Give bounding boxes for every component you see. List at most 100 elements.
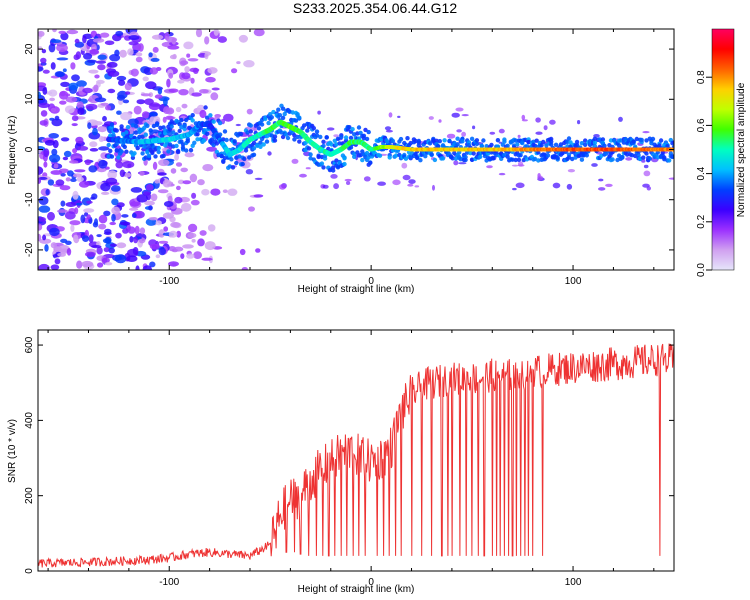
- heatmap-noise-blob: [166, 36, 178, 43]
- ridge-halo: [208, 113, 213, 118]
- ridge-halo: [266, 120, 271, 126]
- heatmap-noise-blob: [57, 252, 66, 257]
- heatmap-noise-blob: [60, 200, 66, 207]
- heatmap-noise-blob: [109, 221, 116, 226]
- ridge-halo: [158, 125, 163, 130]
- ridge-halo: [625, 152, 630, 157]
- ridge-halo: [156, 145, 161, 151]
- ridge-halo: [122, 144, 128, 150]
- colorbar-tick-label: 0.4: [696, 166, 707, 180]
- ridge-halo: [321, 139, 326, 144]
- heatmap-noise-blob: [191, 192, 197, 199]
- heatmap-noise-blob: [115, 30, 124, 37]
- ridge-halo: [671, 140, 674, 145]
- heatmap-noise-blob: [109, 54, 121, 62]
- heatmap-noise-blob: [184, 66, 190, 73]
- ridge-halo: [453, 156, 459, 161]
- heatmap-noise-blob: [116, 242, 127, 249]
- heatmap-noise-blob: [102, 115, 107, 122]
- heatmap-noise-blob: [128, 35, 140, 41]
- ridge-halo: [311, 126, 316, 131]
- ridge-halo: [180, 145, 186, 150]
- heatmap-noise-blob: [129, 236, 134, 243]
- ridge-halo: [602, 143, 607, 148]
- ridge-halo: [263, 115, 268, 120]
- heatmap-noise-blob: [154, 179, 160, 184]
- x-tick-label: 100: [565, 577, 582, 588]
- colorbar-tick-label: 0.2: [696, 214, 707, 228]
- heatmap-noise-blob: [111, 198, 119, 206]
- heatmap-noise-blob: [82, 87, 93, 94]
- heatmap-noise-blob: [446, 133, 456, 139]
- heatmap-noise-blob: [388, 112, 393, 118]
- heatmap-noise-blob: [646, 186, 651, 191]
- ridge-halo: [261, 142, 266, 147]
- heatmap-noise-blob: [183, 41, 194, 50]
- heatmap-noise-blob: [97, 126, 107, 133]
- heatmap-noise-blob: [82, 35, 87, 44]
- ridge-halo: [332, 138, 337, 143]
- heatmap-noise-blob: [89, 148, 99, 152]
- ridge-halo: [515, 142, 520, 147]
- x-tick-label: 0: [368, 276, 374, 287]
- heatmap-noise-blob: [88, 234, 94, 243]
- heatmap-noise-blob: [577, 120, 581, 125]
- ridge-halo: [513, 138, 518, 143]
- heatmap-noise-blob: [83, 208, 95, 213]
- heatmap-noise-blob: [162, 116, 167, 123]
- ridge-halo: [114, 141, 119, 147]
- heatmap-noise-blob: [643, 170, 651, 177]
- heatmap-noise-blob: [81, 260, 94, 268]
- ridge-halo: [620, 155, 625, 160]
- ridge-halo: [405, 136, 410, 141]
- heatmap-noise-blob: [149, 243, 160, 250]
- heatmap-noise-blob: [186, 253, 195, 259]
- snr-series-line: [38, 343, 674, 568]
- heatmap-noise-blob: [104, 40, 115, 46]
- heatmap-noise-blob: [456, 129, 462, 133]
- ridge-halo: [463, 157, 468, 163]
- ridge-halo: [523, 137, 528, 142]
- ridge-halo: [390, 138, 396, 144]
- heatmap-noise-blob: [267, 151, 272, 156]
- ridge-halo: [657, 143, 662, 148]
- heatmap-noise-blob: [165, 115, 174, 121]
- heatmap-noise-blob: [105, 166, 110, 170]
- heatmap-noise-blob: [38, 223, 43, 231]
- ridge-halo: [222, 129, 228, 134]
- heatmap-noise-blob: [76, 80, 87, 88]
- ridge-halo: [248, 129, 253, 134]
- ridge-halo: [258, 140, 263, 145]
- ridge-halo: [583, 142, 588, 147]
- ridge-halo: [440, 156, 446, 161]
- heatmap-noise-blob: [385, 129, 393, 133]
- ridge-halo: [447, 138, 452, 144]
- ridge-halo: [116, 155, 121, 160]
- heatmap-noise-blob: [158, 229, 165, 238]
- ridge-halo: [285, 135, 291, 141]
- heatmap-noise-blob: [45, 188, 50, 196]
- ridge-halo: [109, 154, 115, 159]
- heatmap-noise-blob: [148, 217, 158, 221]
- heatmap-noise-blob: [191, 92, 202, 97]
- heatmap-noise-blob: [154, 94, 163, 99]
- y-tick-label: 10: [24, 93, 35, 105]
- ridge-halo: [232, 139, 237, 144]
- heatmap-noise-blob: [66, 29, 79, 35]
- heatmap-noise-blob: [517, 134, 521, 138]
- heatmap-noise-blob: [498, 172, 506, 176]
- ridge-halo: [224, 137, 229, 143]
- heatmap-noise-blob: [152, 161, 158, 170]
- heatmap-noise-blob: [486, 165, 493, 169]
- heatmap-noise-blob: [93, 84, 99, 93]
- x-tick-label: 100: [565, 276, 582, 287]
- heatmap-noise-blob: [333, 183, 339, 190]
- ridge-halo: [282, 111, 287, 117]
- y-tick-label: 20: [24, 43, 35, 55]
- heatmap-noise-blob: [71, 74, 80, 82]
- heatmap-noise-blob: [197, 238, 205, 247]
- ridge-halo: [179, 117, 184, 123]
- ridge-halo: [565, 139, 570, 145]
- heatmap-noise-blob: [109, 72, 115, 76]
- heatmap-noise-blob: [231, 68, 238, 74]
